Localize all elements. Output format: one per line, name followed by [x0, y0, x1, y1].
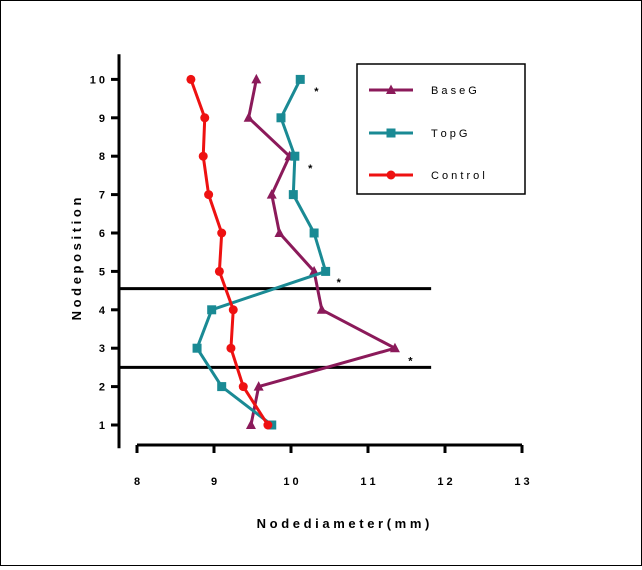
legend-label: B a s e G: [431, 85, 477, 97]
y-tick-label: 6: [99, 228, 105, 240]
reference-lines: [119, 287, 432, 369]
data-point: [263, 420, 273, 430]
data-point: [288, 190, 298, 200]
data-point: [243, 112, 254, 122]
data-point: [217, 228, 227, 238]
data-point: [228, 305, 238, 315]
y-tick-label: 1: [99, 420, 105, 432]
legend-marker: [386, 170, 396, 180]
legend-marker: [386, 84, 396, 94]
data-point: [274, 227, 285, 237]
legend-label: C o n t r o l: [431, 170, 485, 182]
data-point: [321, 266, 331, 276]
series-2: [186, 74, 273, 430]
x-tick-label: 1 0: [283, 476, 298, 488]
significance-marker: *: [314, 86, 319, 98]
data-point: [295, 74, 305, 84]
legend-entry: C o n t r o l: [369, 170, 485, 182]
data-point: [217, 382, 227, 392]
y-tick-label: 4: [99, 305, 106, 317]
data-point: [251, 73, 262, 84]
data-point: [266, 189, 277, 199]
data-point: [200, 113, 210, 123]
legend: B a s e G T o p G C o n t r o l: [356, 63, 526, 195]
series-line: [189, 78, 270, 426]
x-tick-label: 1 3: [514, 476, 529, 488]
data-point: [226, 343, 236, 353]
data-point: [253, 381, 264, 391]
data-point: [389, 342, 400, 353]
data-point: [214, 266, 224, 276]
x-tick-label: 1 2: [437, 476, 452, 488]
data-point: [238, 382, 248, 392]
data-point: [204, 190, 214, 200]
legend-entry: T o p G: [369, 128, 467, 140]
series-line: [195, 78, 328, 427]
data-point: [198, 151, 208, 161]
y-tick-label: 7: [99, 190, 105, 202]
y-tick-label: 5: [99, 266, 105, 278]
y-tick-label: 9: [99, 113, 105, 125]
data-point: [186, 74, 196, 84]
significance-marker: *: [337, 277, 342, 289]
data-point: [207, 305, 217, 315]
axes: 1 2 3 4 5 6 7 8 9 1 0 8 9 1 0 1 1 1 2 1 3: [90, 54, 530, 488]
data-point: [245, 419, 256, 429]
series-line: [247, 79, 397, 426]
data-point: [316, 304, 327, 314]
legend-entry: B a s e G: [369, 84, 477, 97]
data-point: [276, 113, 286, 123]
x-tick-label: 9: [211, 476, 217, 488]
legend-marker: [386, 128, 396, 138]
y-tick-label: 8: [99, 151, 105, 163]
x-tick-label: 8: [134, 476, 140, 488]
data-point: [192, 343, 202, 353]
y-tick-label: 2: [99, 382, 105, 394]
legend-box: [356, 63, 526, 195]
data-point: [290, 151, 300, 161]
legend-label: T o p G: [431, 128, 467, 140]
x-tick-label: 1 1: [360, 476, 375, 488]
data-point: [309, 228, 319, 238]
x-axis-label: N o d e d i a m e t e r ( m m ): [257, 516, 430, 531]
significance-marker: *: [308, 163, 313, 175]
y-axis-label: N o d e p o s i t i o n: [69, 198, 84, 321]
annotations: * * * *: [308, 86, 413, 368]
y-tick-label: 3: [99, 343, 105, 355]
significance-marker: *: [408, 356, 413, 368]
series-layer: [186, 73, 400, 430]
y-tick-label: 1 0: [90, 74, 105, 86]
series-1: [192, 74, 331, 430]
